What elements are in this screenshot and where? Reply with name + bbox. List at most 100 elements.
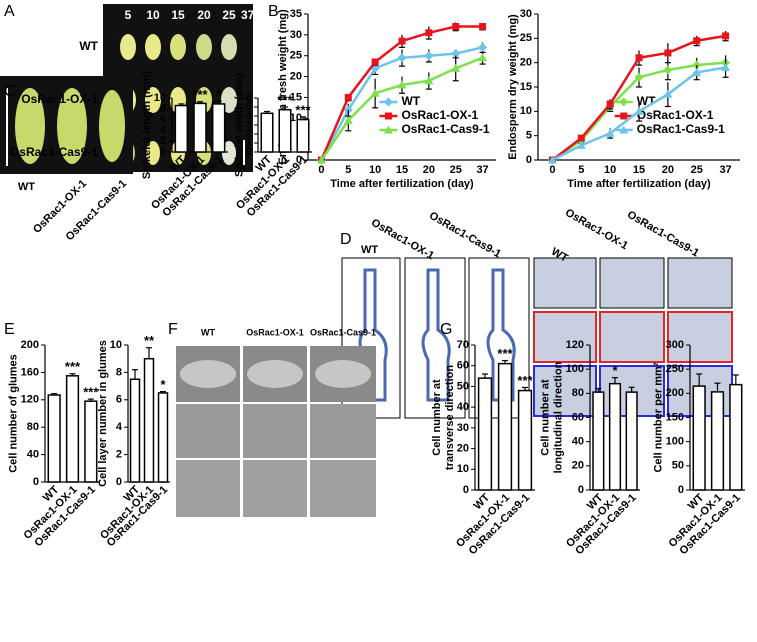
- y-tick-label: 40: [27, 449, 39, 461]
- y-axis-label: transverse direction: [444, 365, 456, 470]
- marker: [316, 155, 326, 164]
- y-tick-label: 200: [21, 339, 39, 351]
- marker: [344, 93, 352, 101]
- y-tick-label: 10: [154, 92, 166, 104]
- y-tick-label: 6: [116, 394, 122, 406]
- panel-label: C: [4, 83, 16, 100]
- x-tick-label: 10: [604, 164, 616, 176]
- significance: ***: [497, 346, 513, 361]
- y-tick-label: 2: [160, 135, 166, 147]
- x-axis-label: Time after fertilization (day): [330, 178, 474, 190]
- bar: [625, 391, 638, 491]
- significance: ***: [517, 373, 533, 388]
- marker: [692, 67, 702, 76]
- f-label: OsRac1-OX-1: [246, 327, 304, 337]
- y-axis-label: Cell number of glumes: [7, 354, 19, 473]
- y-tick-label: 10: [457, 463, 469, 475]
- y-tick-label: 3: [246, 119, 252, 131]
- y-tick-label: 160: [21, 366, 39, 378]
- d-label: WT: [361, 244, 378, 256]
- bar: [477, 377, 493, 491]
- legend-label: WT: [401, 94, 420, 108]
- y-tick-label: 300: [666, 339, 684, 351]
- bar: [129, 378, 141, 483]
- bar: [592, 391, 605, 491]
- y-tick-label: 5: [246, 101, 252, 113]
- legend-label: OsRac1-Cas9-1: [637, 122, 725, 136]
- y-tick-label: 2: [246, 128, 252, 140]
- d-label: OsRac1-OX-1: [563, 207, 630, 253]
- y-tick-label: 0: [526, 154, 532, 166]
- d-label: OsRac1-OX-1: [369, 217, 436, 263]
- marker: [664, 49, 672, 57]
- y-tick-label: 70: [457, 339, 469, 351]
- marker: [620, 112, 628, 120]
- bar: [65, 375, 80, 483]
- y-tick-label: 4: [116, 421, 123, 433]
- y-tick-label: 120: [21, 394, 39, 406]
- y-tick-label: 20: [520, 57, 532, 69]
- y-tick-label: 80: [572, 387, 584, 399]
- significance: ***: [83, 385, 99, 400]
- y-tick-label: 120: [566, 339, 584, 351]
- panel-label: E: [4, 321, 15, 338]
- photo-f: [176, 346, 376, 517]
- marker: [478, 42, 488, 52]
- day-label: 15: [171, 8, 185, 22]
- bar: [260, 112, 274, 153]
- d-label: OsRac1-Cas9-1: [625, 209, 701, 260]
- x-tick-label: 20: [423, 164, 435, 176]
- x-tick-label: 25: [450, 164, 462, 176]
- y-tick-label: 100: [666, 436, 684, 448]
- y-tick-label: 0: [33, 476, 39, 488]
- significance: ***: [277, 92, 293, 107]
- x-tick-label: 15: [633, 164, 645, 176]
- bar: [174, 104, 189, 153]
- y-tick-label: 0: [296, 154, 302, 166]
- marker: [663, 89, 673, 98]
- bar: [211, 103, 226, 153]
- y-tick-label: 20: [290, 70, 302, 82]
- x-axis-label: Time after fertilization (day): [567, 178, 711, 190]
- y-tick-label: 15: [520, 81, 532, 93]
- marker: [635, 54, 643, 62]
- panel-label: F: [168, 321, 178, 338]
- y-tick-label: 60: [457, 360, 469, 372]
- marker: [383, 97, 393, 107]
- day-label: 5: [125, 8, 132, 22]
- y-tick-label: 30: [290, 29, 302, 41]
- bar: [143, 357, 155, 483]
- significance: ***: [192, 87, 208, 102]
- marker: [634, 72, 644, 82]
- significance: *: [612, 363, 618, 378]
- y-tick-label: 20: [572, 460, 584, 472]
- x-tick-label: 5: [345, 164, 351, 176]
- marker: [371, 58, 379, 66]
- y-axis-label: Spikelet width (mm): [233, 73, 245, 177]
- marker: [722, 32, 730, 40]
- y-tick-label: 15: [290, 91, 302, 103]
- marker: [663, 65, 673, 75]
- day-label: 10: [146, 8, 160, 22]
- marker: [343, 115, 353, 124]
- y-tick-label: 2: [116, 449, 122, 461]
- marker: [577, 134, 585, 142]
- marker: [397, 53, 407, 63]
- marker: [606, 100, 614, 108]
- marker: [424, 76, 434, 85]
- y-tick-label: 30: [520, 8, 532, 20]
- marker: [479, 23, 487, 31]
- panel-label: G: [440, 321, 452, 338]
- y-tick-label: 100: [566, 363, 584, 375]
- marker: [370, 63, 380, 73]
- d-label: OsRac1-Cas9-1: [427, 210, 503, 261]
- significance: ***: [295, 102, 311, 117]
- y-tick-label: 0: [116, 476, 122, 488]
- marker: [425, 29, 433, 37]
- y-tick-label: 10: [110, 339, 122, 351]
- x-tick-label: 15: [396, 164, 408, 176]
- y-tick-label: 40: [457, 401, 469, 413]
- bar: [497, 362, 513, 491]
- bar: [84, 400, 98, 483]
- significance: *: [160, 377, 166, 392]
